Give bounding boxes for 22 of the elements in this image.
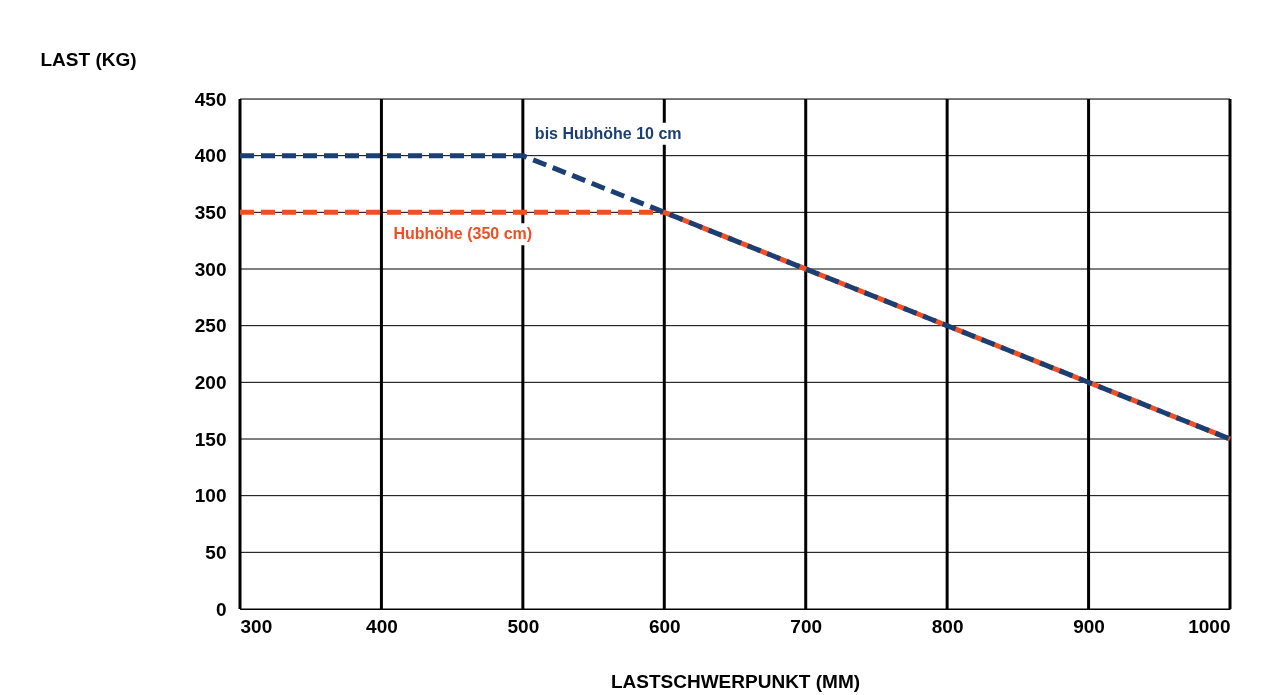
y-axis-title: LAST (KG) [40,48,137,70]
x-tick-label: 900 [1073,615,1105,637]
x-tick-label: 700 [790,615,823,637]
x-axis-title: LASTSCHWERPUNKT (MM) [610,670,861,692]
y-tick-label: 0 [215,598,227,620]
y-tick-label: 250 [194,315,227,337]
series-label: bis Hubhöhe 10 cm [534,124,682,142]
x-tick-label: 400 [366,615,398,637]
y-tick-label: 200 [194,371,227,393]
y-tick-label: 350 [194,201,227,223]
y-tick-label: 300 [194,258,227,280]
x-tick-label: 800 [931,615,964,637]
y-tick-label: 100 [194,485,227,507]
series-label: Hubhöhe (350 cm) [393,225,533,243]
x-tick-label: 500 [507,615,540,637]
y-tick-label: 400 [194,145,227,167]
y-tick-label: 50 [205,541,227,563]
x-tick-label: 300 [240,615,273,637]
x-tick-label: 1000 [1188,615,1231,637]
x-tick-label: 600 [648,615,681,637]
y-tick-label: 150 [194,428,227,450]
y-tick-label: 450 [194,88,227,110]
